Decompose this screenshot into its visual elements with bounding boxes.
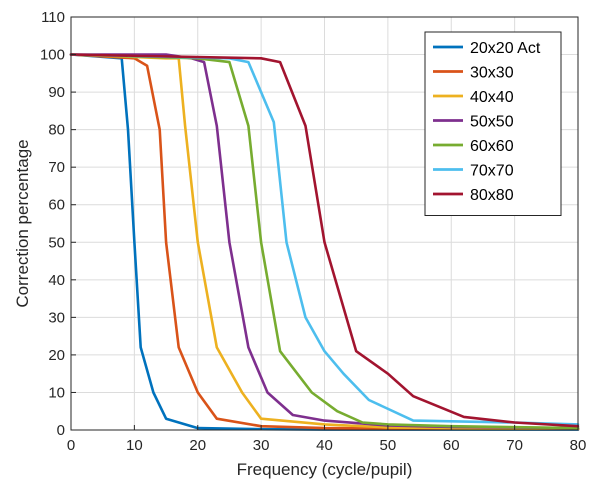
legend-label: 40x40 xyxy=(470,89,514,106)
x-tick-label: 20 xyxy=(189,437,206,454)
x-tick-label: 10 xyxy=(126,437,143,454)
series-line-80x80 xyxy=(69,53,580,428)
y-tick-label: 100 xyxy=(40,47,65,64)
x-tick-label: 50 xyxy=(380,437,397,454)
legend: 20x20 Act 30x30 40x40 50x50 60x60 70x70 80x80 xyxy=(424,31,562,216)
x-tick-label: 40 xyxy=(316,437,333,454)
series-line-70x70 xyxy=(69,53,580,426)
y-tick-label: 50 xyxy=(48,234,65,251)
y-tick-label: 60 xyxy=(48,197,65,214)
x-tick-label: 60 xyxy=(443,437,460,454)
y-tick-label: 70 xyxy=(48,159,65,176)
x-axis-label: Frequency (cycle/pupil) xyxy=(237,460,413,479)
x-tick-label: 30 xyxy=(253,437,270,454)
y-axis-label: Correction percentage xyxy=(13,139,32,307)
y-tick-label: 20 xyxy=(48,347,65,364)
series-line-60x60 xyxy=(69,53,580,430)
x-tick-label: 80 xyxy=(570,437,587,454)
y-tick-label: 90 xyxy=(48,84,65,101)
legend-label: 20x20 Act xyxy=(470,40,541,57)
legend-label: 70x70 xyxy=(470,163,514,180)
legend-label: 60x60 xyxy=(470,138,514,155)
legend-label: 50x50 xyxy=(470,114,514,131)
y-tick-label: 30 xyxy=(48,309,65,326)
y-tick-label: 0 xyxy=(57,422,65,439)
axis-ticks: 0 10 20 30 40 50 60 70 80 0 10 20 30 40 50 60 70 80 90 100 1… xyxy=(40,9,586,454)
x-tick-label: 0 xyxy=(67,437,75,454)
grid xyxy=(70,16,579,431)
legend-label: 80x80 xyxy=(470,187,514,204)
y-tick-label: 80 xyxy=(48,122,65,139)
y-tick-label: 10 xyxy=(48,384,65,401)
x-tick-label: 70 xyxy=(506,437,523,454)
series-line-30x30 xyxy=(69,53,580,431)
legend-box xyxy=(424,31,562,216)
legend-label: 30x30 xyxy=(470,65,514,82)
y-tick-label: 110 xyxy=(41,9,65,26)
y-tick-label: 40 xyxy=(48,272,65,289)
